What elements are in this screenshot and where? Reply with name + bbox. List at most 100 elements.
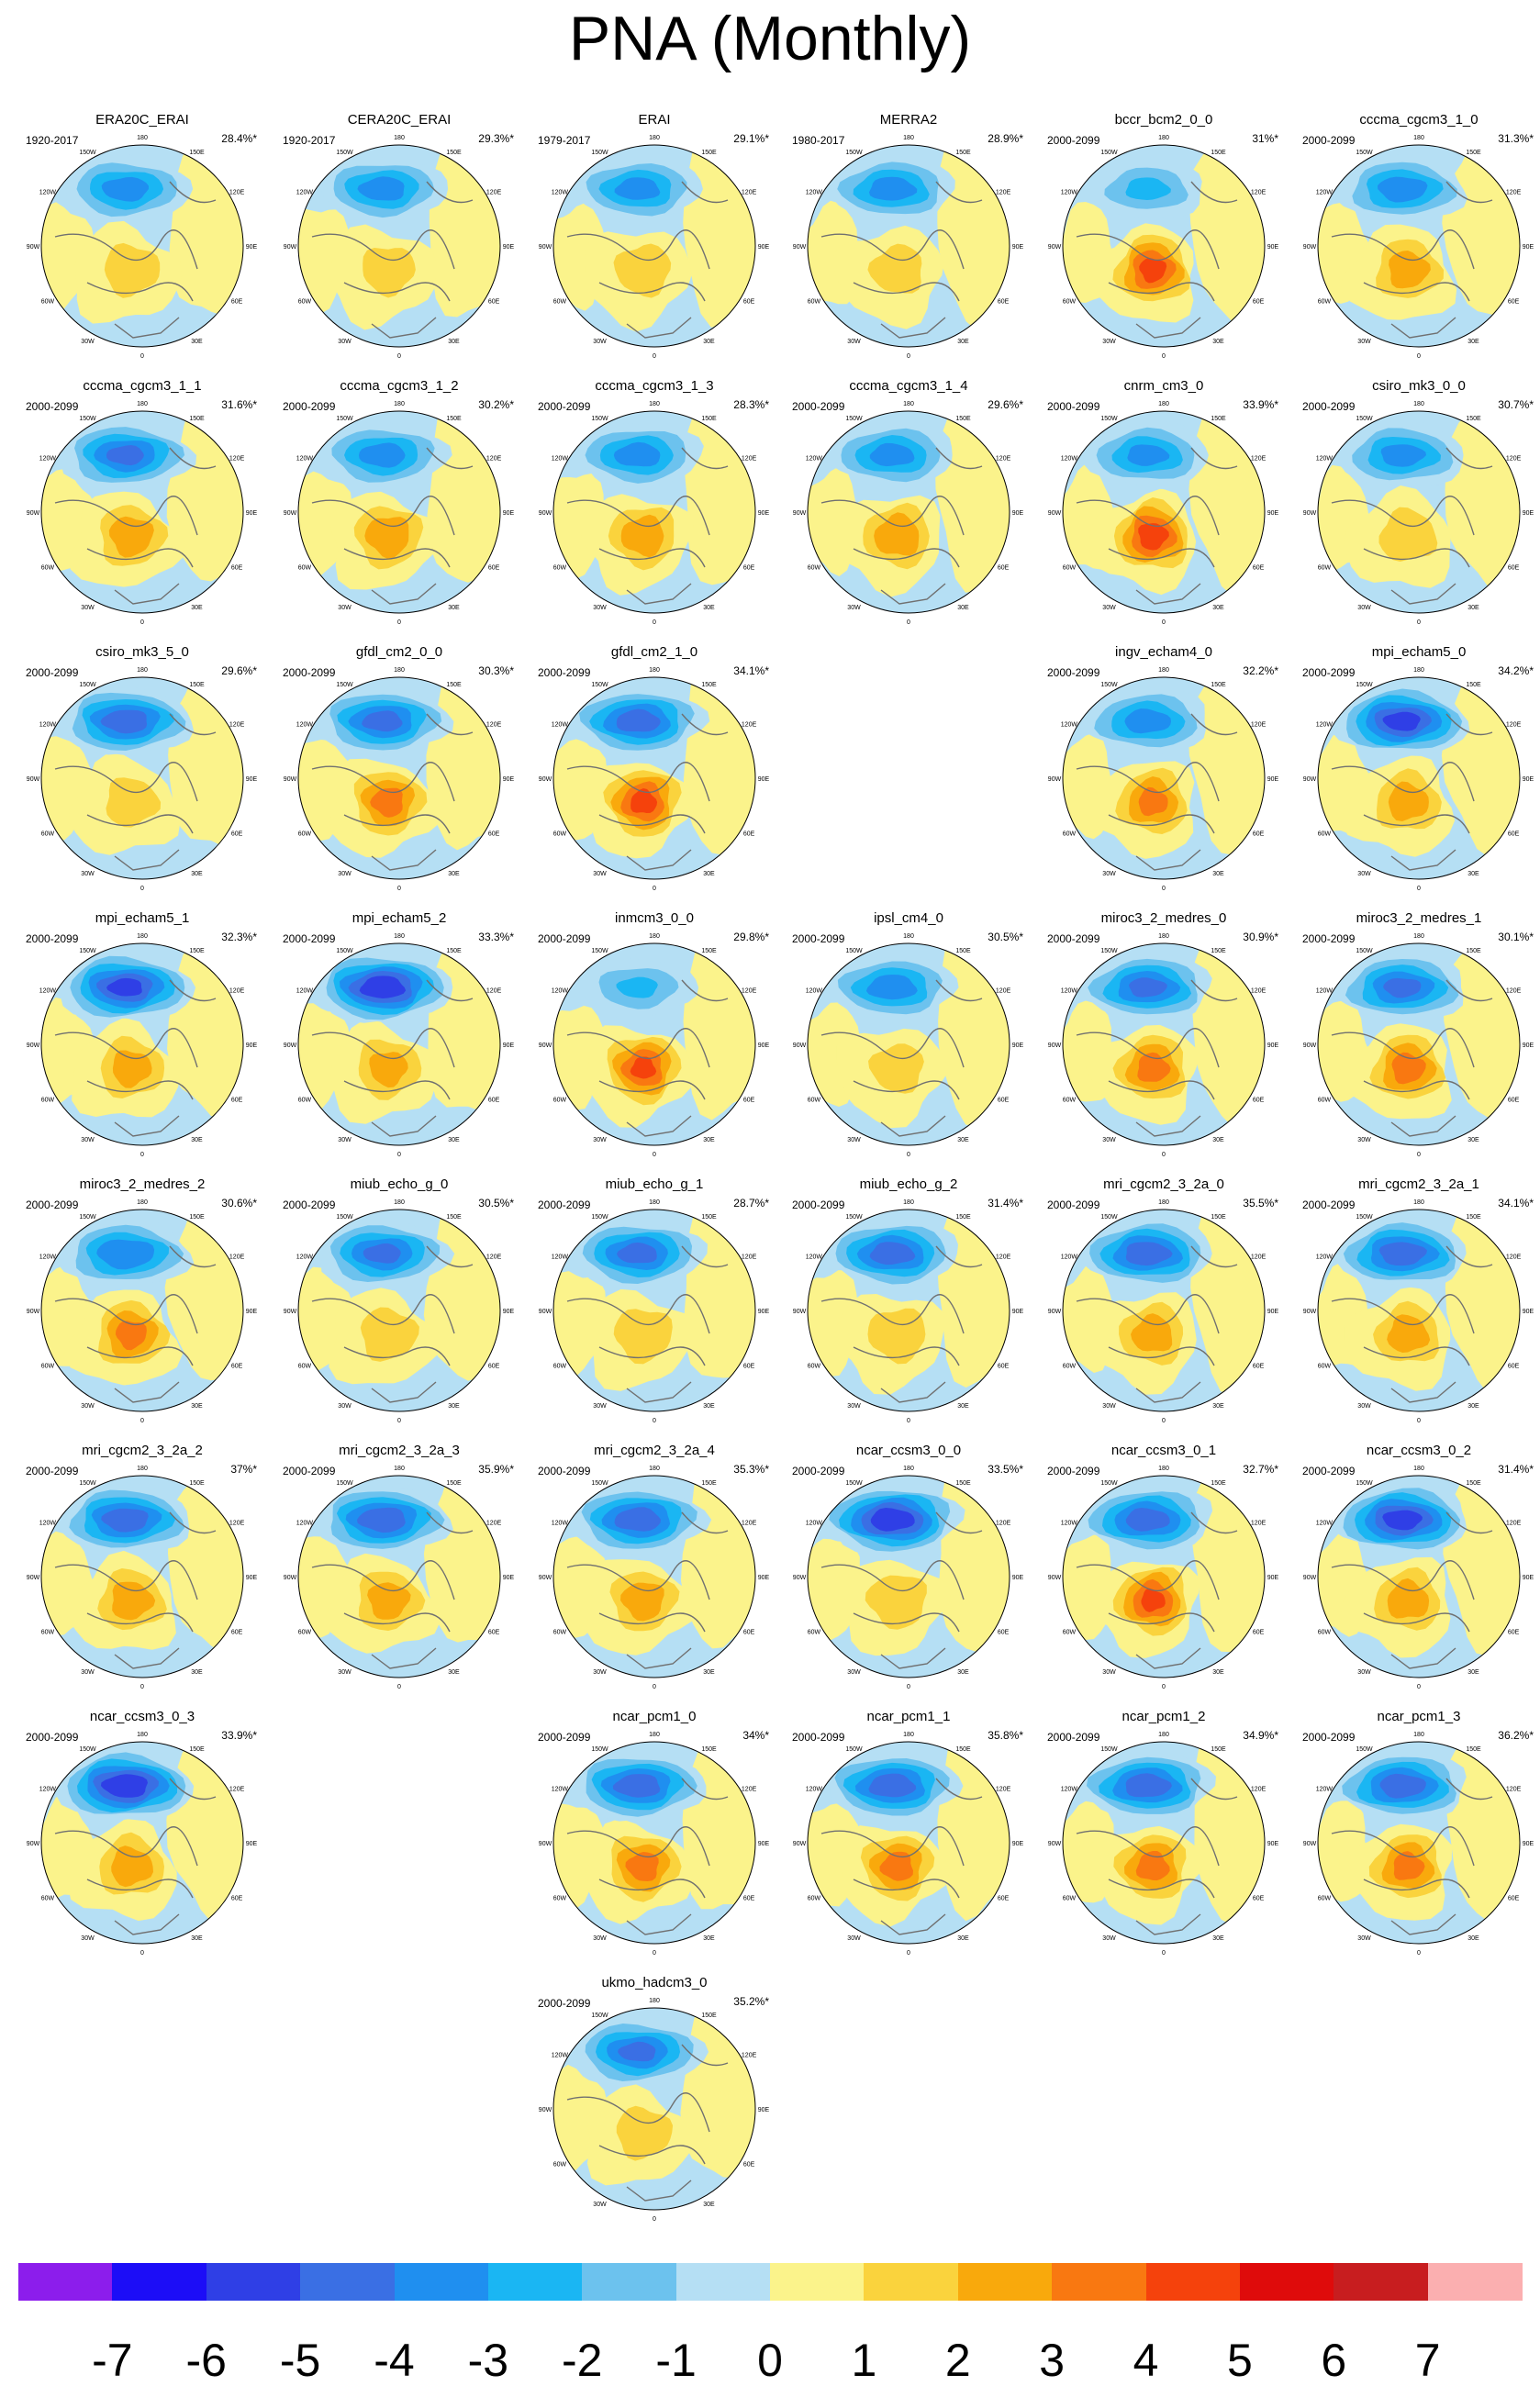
longitude-label: 90W xyxy=(27,776,40,783)
longitude-label: 30E xyxy=(1212,1935,1224,1942)
coastline xyxy=(426,1245,474,1268)
field-contours xyxy=(1063,1210,1265,1411)
longitude-label: 90E xyxy=(1267,244,1279,251)
negative-contour xyxy=(1125,1508,1170,1532)
field-contours xyxy=(553,677,755,879)
polar-map: 180 150E 120E 90E 60E 30E 0 30W 60W 90W 120W 150W xyxy=(539,1732,770,1955)
map-border xyxy=(1317,676,1521,880)
coastline xyxy=(880,1913,946,1935)
coastline xyxy=(935,1511,983,1534)
map-panel: ncar_ccsm3_0_1 2000-2099 32.7%* 180 150E 120E… xyxy=(1045,1443,1282,1689)
coastline xyxy=(86,548,194,568)
negative-contour xyxy=(870,1508,915,1532)
panel-variance-pct: 30.1%* xyxy=(1498,931,1534,943)
positive-contour xyxy=(613,243,672,298)
longitude-label: 180 xyxy=(394,135,405,141)
longitude-label: 180 xyxy=(137,933,148,940)
longitude-label: 120W xyxy=(552,988,569,995)
longitude-label: 0 xyxy=(397,1152,401,1156)
longitude-label: 30E xyxy=(1212,605,1224,611)
panel-variance-pct: 29.1%* xyxy=(733,132,769,145)
coastline xyxy=(114,1647,180,1669)
map-border xyxy=(1062,1209,1266,1412)
map-panel: cccma_cgcm3_1_4 2000-2099 29.6%* 180 150E 120… xyxy=(790,378,1027,624)
longitude-label: 90W xyxy=(793,1841,807,1847)
longitude-label: 120W xyxy=(1061,1254,1078,1261)
coastline xyxy=(1076,1826,1220,1867)
longitude-label: 60W xyxy=(41,299,55,306)
colorbar-swatch xyxy=(487,2263,583,2301)
colorbar-tick-label: -4 xyxy=(374,2335,415,2386)
map-panel: mpi_echam5_1 2000-2099 32.3%* 180 150E 120E 90… xyxy=(24,910,261,1156)
field-contours xyxy=(1063,943,1265,1145)
field-contours xyxy=(808,1742,1010,1944)
coastline xyxy=(1445,713,1493,736)
panel-name: miroc3_2_medres_2 xyxy=(79,1176,206,1192)
map-panel: mri_cgcm2_3_2a_4 2000-2099 35.3%* 180 150E 12… xyxy=(536,1443,773,1689)
coastline xyxy=(820,1028,965,1068)
colorbar-tick-label: 0 xyxy=(757,2335,783,2386)
coastline xyxy=(626,1913,692,1935)
map-panel: miroc3_2_medres_2 2000-2099 30.6%* 180 150E 1… xyxy=(24,1176,261,1422)
field-contours xyxy=(553,411,755,613)
panel-variance-pct: 33.9%* xyxy=(221,1729,257,1742)
field-contours xyxy=(1318,677,1520,879)
longitude-label: 30W xyxy=(593,1935,607,1942)
longitude-label: 120E xyxy=(1506,1521,1522,1527)
positive-region xyxy=(428,943,500,1110)
longitude-label: 30E xyxy=(1467,1403,1479,1410)
longitude-label: 30E xyxy=(1467,339,1479,345)
longitude-label: 120W xyxy=(552,1787,569,1793)
map-border xyxy=(297,410,501,614)
longitude-label: 60E xyxy=(743,2162,755,2169)
longitude-label: 0 xyxy=(140,1152,144,1156)
panel-period: 2000-2099 xyxy=(26,1731,79,1744)
longitude-label: 150W xyxy=(336,1480,353,1487)
field-contours xyxy=(808,943,1010,1145)
longitude-label: 120E xyxy=(229,722,245,729)
panel-name: ncar_ccsm3_0_0 xyxy=(855,1443,962,1458)
coastline xyxy=(1076,496,1220,536)
longitude-label: 0 xyxy=(907,353,910,358)
panel-period: 2000-2099 xyxy=(792,1465,845,1477)
positive-contour xyxy=(108,516,154,558)
map-panel: mpi_echam5_0 2000-2099 34.2%* 180 150E 120E 90… xyxy=(1300,644,1537,890)
polar-map: 180 150E 120E 90E 60E 30E 0 30W 60W 90W 120W 150W xyxy=(539,135,770,358)
panel-variance-pct: 30.2%* xyxy=(478,398,514,411)
coastline xyxy=(880,583,946,605)
positive-contour xyxy=(625,1852,659,1881)
longitude-label: 90W xyxy=(1303,776,1317,783)
longitude-label: 180 xyxy=(137,135,148,141)
coastline xyxy=(1108,1879,1215,1899)
longitude-label: 60E xyxy=(743,831,755,838)
longitude-label: 150E xyxy=(1466,1746,1481,1753)
colorbar-swatch xyxy=(864,2263,959,2301)
coastline xyxy=(86,1612,194,1633)
longitude-label: 0 xyxy=(653,353,656,358)
longitude-label: 120E xyxy=(1506,456,1522,463)
longitude-label: 90W xyxy=(1303,1042,1317,1049)
panel-variance-pct: 34.1%* xyxy=(1498,1197,1534,1210)
map-panel: bccr_bcm2_0_0 2000-2099 31%* 180 150E 120E 90E… xyxy=(1045,112,1282,358)
longitude-label: 150E xyxy=(1211,416,1226,422)
longitude-label: 150E xyxy=(1466,948,1481,954)
longitude-label: 120E xyxy=(1506,1787,1522,1793)
longitude-label: 150W xyxy=(1356,1480,1373,1487)
coastline xyxy=(54,1826,198,1867)
longitude-label: 30E xyxy=(1467,871,1479,877)
map-border xyxy=(297,676,501,880)
longitude-label: 90E xyxy=(758,1309,770,1315)
longitude-label: 60W xyxy=(1318,565,1332,572)
longitude-label: 30E xyxy=(1467,1935,1479,1942)
longitude-label: 60W xyxy=(298,565,312,572)
longitude-label: 150W xyxy=(845,1746,863,1753)
longitude-label: 120E xyxy=(486,1254,502,1261)
longitude-label: 180 xyxy=(137,401,148,407)
longitude-label: 120W xyxy=(552,456,569,463)
longitude-label: 60E xyxy=(1253,565,1265,572)
map-panel: miub_echo_g_0 2000-2099 30.5%* 180 150E 120E 9… xyxy=(281,1176,518,1422)
longitude-label: 120E xyxy=(1251,190,1267,196)
panel-variance-pct: 35.2%* xyxy=(733,1995,769,2008)
panel-name: csiro_mk3_0_0 xyxy=(1372,378,1466,394)
longitude-label: 30E xyxy=(957,1137,969,1143)
